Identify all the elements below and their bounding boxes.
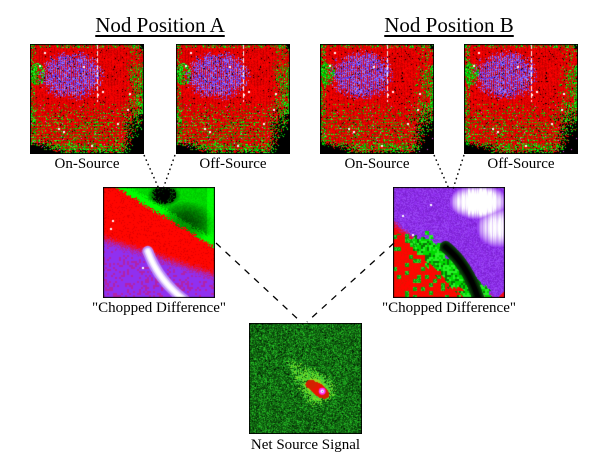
nod-b-off-source-image xyxy=(464,44,578,154)
nod-b-on-to-chop-connector xyxy=(433,154,450,190)
nod-b-on-source-image xyxy=(320,44,434,154)
nod-a-title: Nod Position A xyxy=(95,13,225,37)
nod-a-chopped-difference-label: "Chopped Difference" xyxy=(91,300,226,316)
nod-a-off-to-chop-connector xyxy=(162,154,176,190)
nod-b-off-source-label: Off-Source xyxy=(487,156,555,172)
nod-a-off-source-label: Off-Source xyxy=(199,156,267,172)
nod-b-chopped-difference-image xyxy=(393,187,505,298)
net-source-signal-image xyxy=(249,323,362,434)
net-source-signal-label: Net Source Signal xyxy=(250,437,361,453)
nod-b-title: Nod Position B xyxy=(384,13,514,37)
nod-a-on-source-image xyxy=(30,44,144,154)
nod-a-chopped-difference-image xyxy=(103,187,215,298)
nod-a-off-source-image xyxy=(176,44,290,154)
nod-a-on-to-chop-connector xyxy=(143,154,160,190)
nod-b-on-source-label: On-Source xyxy=(344,156,410,172)
nod-b-off-to-chop-connector xyxy=(452,154,465,190)
nod-b-chopped-difference-label: "Chopped Difference" xyxy=(381,300,516,316)
nod-a-on-source-label: On-Source xyxy=(54,156,120,172)
